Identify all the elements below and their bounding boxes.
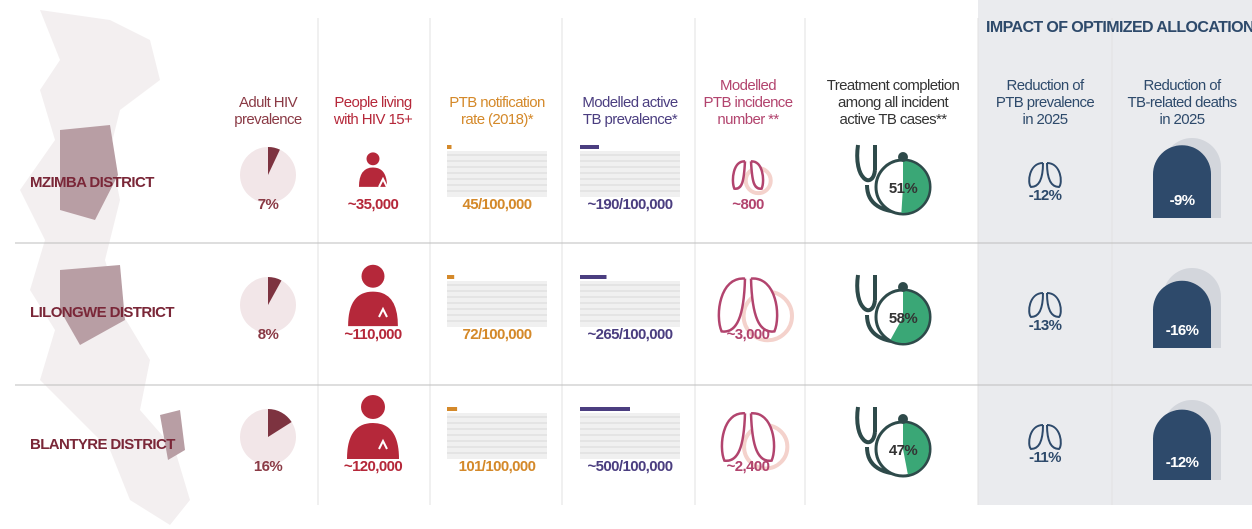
person-body	[358, 167, 388, 187]
panel	[447, 151, 547, 197]
lungs	[731, 160, 765, 190]
completion-wedge	[903, 423, 929, 475]
column-header: Reduction of	[1006, 77, 1084, 94]
column-header: Modelled	[720, 77, 776, 94]
ribbon	[378, 306, 388, 318]
cell-value: 8%	[258, 326, 279, 343]
column-header: Treatment completion	[827, 77, 960, 94]
completion-wedge	[901, 161, 929, 213]
column-header: PTB prevalence	[996, 94, 1095, 111]
district-label: LILONGWE DISTRICT	[30, 304, 174, 321]
column-header: Adult HIV	[239, 94, 298, 111]
cell-value: 51%	[889, 180, 917, 197]
ribbon	[378, 176, 388, 188]
cell-value: ~35,000	[348, 196, 399, 213]
district-label: BLANTYRE DISTRICT	[30, 436, 175, 453]
column-header: People living	[334, 94, 412, 111]
column-header: active TB cases**	[839, 111, 947, 128]
lungs	[720, 412, 776, 462]
column-header: among all incident	[838, 94, 950, 111]
ribbon	[378, 438, 388, 450]
knob	[898, 152, 908, 162]
cell-value: -12%	[1029, 187, 1062, 204]
cell-value: -13%	[1029, 317, 1062, 334]
small-lungs	[1028, 162, 1062, 189]
rate-bar	[580, 407, 630, 411]
panel	[580, 413, 680, 459]
cell-value: -12%	[1166, 454, 1199, 471]
person-head	[366, 152, 380, 166]
rate-bar	[580, 275, 607, 279]
map-blantyre	[160, 410, 185, 460]
cell-value: ~265/100,000	[588, 326, 673, 343]
cell-value: ~110,000	[344, 326, 402, 343]
panel	[447, 413, 547, 459]
column-header: in 2025	[1022, 111, 1067, 128]
cell-value: ~190/100,000	[588, 196, 673, 213]
person-body	[348, 291, 398, 327]
pie-wedge	[268, 409, 292, 437]
column-header: number **	[717, 111, 779, 128]
column-header: with HIV 15+	[333, 111, 413, 128]
cell-value: 7%	[258, 196, 279, 213]
cell-value: -9%	[1170, 192, 1195, 209]
lungs	[717, 277, 779, 333]
district-label: MZIMBA DISTRICT	[30, 174, 154, 191]
cell-value: ~120,000	[344, 458, 402, 475]
panel	[580, 281, 680, 327]
map-lilongwe	[60, 265, 125, 345]
pie-wedge	[268, 147, 280, 175]
separators	[15, 18, 1252, 505]
column-header: PTB notification	[449, 94, 545, 111]
column-header: rate (2018)*	[461, 111, 534, 128]
impact-title: IMPACT OF OPTIMIZED ALLOCATION	[986, 19, 1252, 36]
panel	[447, 281, 547, 327]
person-head	[361, 264, 385, 288]
person-body	[347, 423, 399, 459]
column-header: prevalence	[234, 111, 302, 128]
map-mzimba	[60, 125, 118, 220]
rate-bar	[580, 145, 599, 149]
cell-value: -11%	[1029, 449, 1061, 466]
panel	[580, 151, 680, 197]
dome	[1153, 145, 1211, 218]
cell-value: ~2,400	[727, 458, 770, 475]
cell-value: 58%	[889, 310, 917, 327]
column-header: TB-related deaths	[1127, 94, 1236, 111]
rate-bar	[447, 275, 455, 279]
small-lungs	[1028, 424, 1062, 451]
knob	[898, 414, 908, 424]
rate-bar	[447, 145, 452, 149]
rate-bar	[447, 407, 458, 411]
cell-value: 16%	[254, 458, 282, 475]
cell-value: 45/100,000	[462, 196, 531, 213]
cell-value: ~500/100,000	[588, 458, 673, 475]
completion-wedge	[890, 291, 929, 343]
cell-value: ~3,000	[727, 326, 770, 343]
cell-value: ~800	[732, 196, 764, 213]
column-header: PTB incidence	[704, 94, 793, 111]
dome	[1153, 409, 1211, 480]
knob	[898, 282, 908, 292]
cell-value: 47%	[889, 442, 917, 459]
column-header: in 2025	[1159, 111, 1204, 128]
column-header: Modelled active	[582, 94, 677, 111]
column-header: TB prevalence*	[583, 111, 678, 128]
small-lungs	[1028, 292, 1062, 319]
person-head	[361, 395, 385, 419]
pie-wedge	[268, 277, 282, 305]
dome	[1153, 280, 1211, 348]
cell-value: 101/100,000	[459, 458, 536, 475]
cell-value: -16%	[1166, 322, 1199, 339]
column-header: Reduction of	[1143, 77, 1221, 94]
cell-value: 72/100,000	[462, 326, 531, 343]
